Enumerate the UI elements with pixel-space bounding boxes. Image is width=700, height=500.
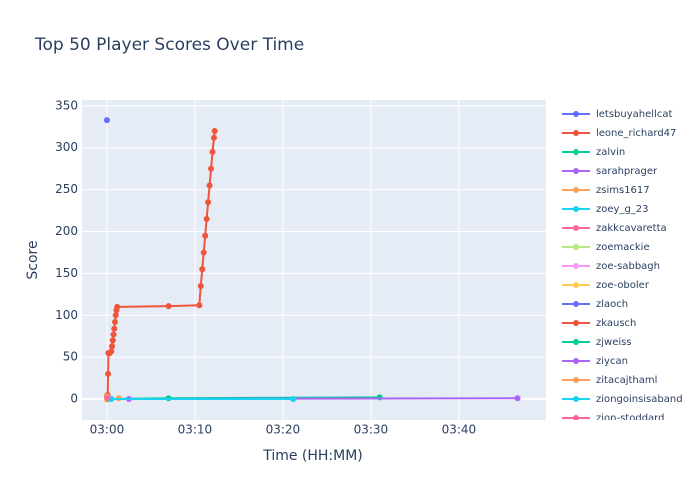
y-tick-label: 300: [55, 140, 78, 154]
x-tick-label: 03:30: [354, 423, 389, 437]
legend-item[interactable]: zjweiss: [562, 337, 632, 348]
legend-item[interactable]: zsims1617: [562, 185, 650, 196]
legend-item[interactable]: zoe-oboler: [562, 280, 650, 291]
legend-marker: [573, 263, 579, 269]
legend-marker: [573, 415, 579, 420]
data-point: [203, 215, 210, 222]
legend-marker: [573, 130, 579, 136]
y-tick-label: 0: [70, 392, 78, 406]
legend-marker: [573, 187, 579, 193]
y-tick-label: 100: [55, 308, 78, 322]
y-axis-label: Score: [25, 240, 41, 279]
data-point: [196, 302, 203, 309]
data-point: [290, 396, 297, 403]
data-point: [114, 303, 121, 310]
x-tick-label: 03:20: [266, 423, 301, 437]
legend-marker: [573, 301, 579, 307]
legend-label: zalvin: [596, 147, 625, 158]
data-point: [109, 337, 116, 344]
legend-label: zitacajthaml: [596, 375, 657, 386]
legend-label: sarahprager: [596, 166, 658, 177]
data-point: [197, 282, 204, 289]
legend-label: zoe-sabbagh: [596, 261, 660, 272]
legend-marker: [573, 377, 579, 383]
legend-label: zsims1617: [596, 185, 650, 196]
legend-marker: [573, 149, 579, 155]
legend-label: zoe-oboler: [596, 280, 650, 291]
chart-title: Top 50 Player Scores Over Time: [34, 35, 304, 55]
data-point: [165, 303, 172, 310]
legend-item[interactable]: zoey_g_23: [562, 204, 649, 215]
legend-marker: [573, 339, 579, 345]
y-tick-label: 250: [55, 182, 78, 196]
legend-item[interactable]: zoe-sabbagh: [562, 261, 660, 272]
data-point: [202, 232, 209, 239]
legend-label: leone_richard47: [596, 128, 676, 139]
legend-label: ziongoinsisaband: [596, 394, 683, 405]
data-point: [108, 348, 115, 355]
legend-marker: [573, 396, 579, 402]
legend-marker: [573, 206, 579, 212]
data-point: [206, 182, 213, 189]
data-point: [103, 117, 110, 124]
data-point: [110, 331, 117, 338]
legend-item[interactable]: sarahprager: [562, 166, 658, 177]
legend-marker: [573, 358, 579, 364]
legend-item[interactable]: zitacajthaml: [562, 375, 657, 386]
x-tick-label: 03:10: [178, 423, 213, 437]
legend-label: zoey_g_23: [596, 204, 649, 215]
y-tick-label: 50: [63, 350, 78, 364]
y-tick-label: 350: [55, 98, 78, 112]
legend-marker: [573, 244, 579, 250]
data-point: [200, 249, 207, 256]
x-tick-label: 03:00: [90, 423, 125, 437]
legend-marker: [573, 282, 579, 288]
plot-area: [82, 100, 546, 420]
x-axis-label: Time (HH:MM): [262, 448, 363, 464]
legend-item[interactable]: zoemackie: [562, 242, 650, 253]
data-point: [514, 395, 521, 402]
data-point: [112, 312, 119, 319]
data-point: [199, 266, 206, 273]
legend-item[interactable]: zlaoch: [562, 299, 628, 310]
legend-item[interactable]: ziycan: [562, 356, 628, 367]
legend-label: zakkcavaretta: [596, 223, 667, 234]
data-point: [111, 325, 118, 332]
legend-label: zjweiss: [596, 337, 632, 348]
plot: [103, 117, 521, 403]
data-point: [210, 134, 217, 141]
data-point: [104, 395, 111, 402]
legend-marker: [573, 111, 579, 117]
data-point: [205, 199, 212, 206]
grid: [82, 100, 546, 420]
data-point: [208, 165, 215, 172]
legend-item[interactable]: zalvin: [562, 147, 625, 158]
legend-label: zkausch: [596, 318, 636, 329]
legend-marker: [573, 225, 579, 231]
legend-label: zlaoch: [596, 299, 628, 310]
legend-label: zoemackie: [596, 242, 650, 253]
data-point: [105, 370, 112, 377]
data-point: [111, 318, 118, 325]
legend-label: zion-stoddard: [596, 413, 664, 424]
legend-item[interactable]: letsbuyahellcat: [562, 109, 672, 120]
legend-item[interactable]: zakkcavaretta: [562, 223, 667, 234]
legend-label: letsbuyahellcat: [596, 109, 672, 120]
data-point: [211, 127, 218, 134]
data-point: [109, 343, 116, 350]
legend-marker: [573, 168, 579, 174]
data-point: [209, 148, 216, 155]
x-tick-label: 03:40: [442, 423, 477, 437]
legend-label: ziycan: [596, 356, 628, 367]
legend-item[interactable]: ziongoinsisaband: [562, 394, 683, 405]
legend-marker: [573, 320, 579, 326]
legend-item[interactable]: zkausch: [562, 318, 636, 329]
legend-item[interactable]: leone_richard47: [562, 128, 676, 139]
legend-item[interactable]: zion-stoddard: [562, 413, 664, 424]
y-tick-label: 150: [55, 266, 78, 280]
y-tick-label: 200: [55, 224, 78, 238]
